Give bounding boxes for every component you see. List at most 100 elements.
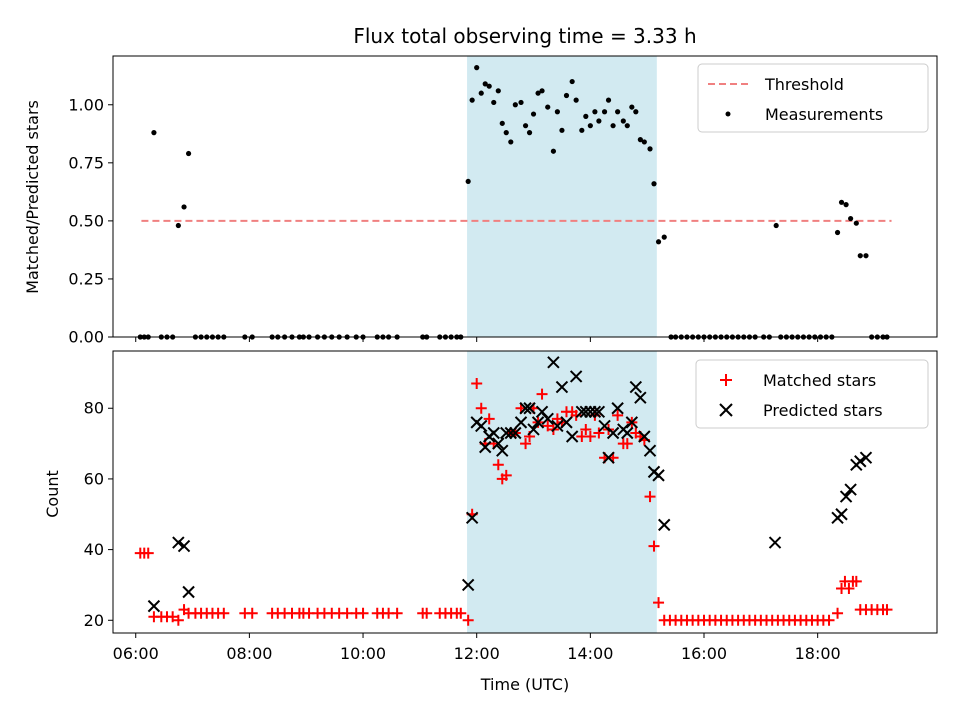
legend-measurements-label: Measurements bbox=[765, 105, 883, 124]
bottom-series-0-point bbox=[492, 459, 504, 471]
bottom-series-0-point bbox=[542, 420, 554, 432]
bottom-series-0-point bbox=[167, 611, 179, 623]
top-series-0-point bbox=[629, 104, 635, 110]
top-series-0-point bbox=[526, 130, 533, 136]
bottom-series-0-point bbox=[475, 402, 487, 414]
bottom-series-1-point bbox=[638, 430, 651, 443]
bottom-series-0-point bbox=[584, 431, 596, 443]
bottom-x-tick-label: 06:00 bbox=[113, 644, 159, 663]
bottom-series-1-point bbox=[611, 402, 624, 415]
top-series-0-point bbox=[583, 113, 589, 119]
top-series-0-point bbox=[508, 139, 514, 145]
legend-measurements-swatch bbox=[725, 111, 731, 117]
bottom-series-1-point bbox=[551, 419, 564, 433]
bottom-series-1-point bbox=[519, 402, 532, 415]
bottom-series-1-point bbox=[592, 405, 606, 418]
top-series-0-point bbox=[535, 90, 541, 96]
top-series-0-point bbox=[838, 199, 845, 205]
legend-threshold-label: Threshold bbox=[764, 75, 844, 94]
top-series-0-point bbox=[545, 104, 551, 110]
bottom-y-tick-label: 60 bbox=[84, 469, 104, 488]
bottom-series-0-point bbox=[218, 607, 230, 619]
bottom-series-0-point bbox=[648, 540, 660, 552]
legend-predicted-label: Predicted stars bbox=[763, 401, 883, 420]
bottom-series-0-point bbox=[462, 614, 474, 626]
bottom-legend: Matched stars Predicted stars bbox=[695, 359, 929, 429]
bottom-series-1-point bbox=[606, 426, 620, 440]
bottom-x-tick-label: 08:00 bbox=[226, 644, 272, 663]
top-y-axis-label: Matched/Predicted stars bbox=[23, 100, 42, 294]
bottom-series-0-point bbox=[172, 614, 184, 626]
bottom-series-0-point bbox=[644, 491, 656, 503]
bottom-series-1-point bbox=[621, 426, 634, 440]
bottom-series-1-point bbox=[565, 430, 579, 443]
bottom-series-1-point bbox=[479, 440, 492, 454]
top-legend: Threshold Measurements bbox=[697, 63, 929, 133]
bottom-x-tick-label: 14:00 bbox=[567, 644, 613, 663]
top-series-0-point bbox=[624, 123, 630, 129]
bottom-y-axis-label: Count bbox=[43, 470, 62, 518]
bottom-series-1-point bbox=[514, 416, 528, 429]
top-series-0-point bbox=[620, 118, 626, 124]
top-series-0-point bbox=[857, 253, 863, 259]
bottom-series-1-point bbox=[461, 578, 475, 592]
bottom-series-1-point bbox=[547, 356, 560, 369]
top-series-0-point bbox=[651, 181, 657, 187]
bottom-series-1-point bbox=[465, 511, 479, 525]
bottom-series-1-point bbox=[598, 419, 611, 433]
bottom-series-0-point bbox=[246, 607, 258, 619]
bottom-series-1-point bbox=[854, 455, 867, 468]
bottom-axes-frame bbox=[112, 350, 938, 634]
bottom-series-0-point bbox=[593, 427, 605, 439]
top-y-tick-label: 0.25 bbox=[68, 269, 104, 288]
top-series-0-point bbox=[478, 90, 484, 96]
bottom-series-1-point bbox=[634, 391, 647, 404]
bottom-series-0-point bbox=[500, 469, 512, 481]
bottom-series-1-point bbox=[629, 380, 643, 394]
top-y-tick-label: 1.00 bbox=[68, 95, 104, 114]
bottom-series-1-point bbox=[602, 451, 615, 464]
bottom-series-1-point bbox=[560, 416, 573, 429]
bottom-series-1-point bbox=[541, 412, 554, 426]
top-series-0-point bbox=[469, 97, 475, 103]
top-series-0-point bbox=[569, 78, 575, 85]
top-series-0-point bbox=[655, 239, 662, 245]
top-series-0-point bbox=[605, 97, 612, 103]
bottom-panel: 20 40 60 80 06:00 08:00 10:00 12:00 14:00 16:00 18… bbox=[84, 350, 938, 663]
top-series-0-point bbox=[151, 130, 157, 136]
legend-matched-label: Matched stars bbox=[763, 371, 876, 390]
top-series-0-point bbox=[482, 81, 488, 87]
bottom-series-1-point bbox=[835, 508, 848, 521]
bottom-x-tick-label: 16:00 bbox=[681, 644, 727, 663]
top-series-0-point bbox=[539, 88, 545, 94]
top-series-0-point bbox=[522, 123, 529, 129]
top-series-0-point bbox=[596, 118, 602, 124]
top-series-0-point bbox=[563, 92, 570, 99]
bottom-series-0-point bbox=[832, 607, 844, 619]
bottom-series-1-point bbox=[177, 539, 191, 553]
bottom-series-0-point bbox=[455, 607, 467, 619]
top-series-0-point bbox=[863, 253, 869, 259]
top-series-0-point bbox=[615, 109, 621, 115]
top-series-0-point bbox=[175, 222, 181, 229]
top-series-0-point bbox=[848, 215, 854, 222]
top-observing-region bbox=[467, 56, 657, 337]
legend-matched-swatch bbox=[720, 374, 732, 386]
bottom-x-tick-label: 12:00 bbox=[454, 644, 500, 663]
chart-title: Flux total observing time = 3.33 h bbox=[353, 24, 696, 48]
bottom-series-0-point bbox=[357, 607, 369, 619]
top-series-0-point bbox=[465, 178, 471, 185]
bottom-series-0-point bbox=[520, 438, 532, 450]
bottom-series-0-point bbox=[471, 378, 483, 390]
bottom-series-1-point bbox=[509, 426, 522, 440]
top-series-0-point bbox=[661, 234, 667, 240]
bottom-series-1-point bbox=[496, 444, 509, 457]
bottom-series-1-point bbox=[147, 599, 161, 613]
top-legend-box bbox=[697, 63, 929, 133]
top-series-0-point bbox=[853, 220, 859, 226]
top-series-0-point bbox=[503, 130, 509, 136]
bottom-series-1-point bbox=[531, 416, 545, 429]
top-series-0-point bbox=[512, 102, 518, 108]
top-series-0-point bbox=[474, 65, 480, 71]
